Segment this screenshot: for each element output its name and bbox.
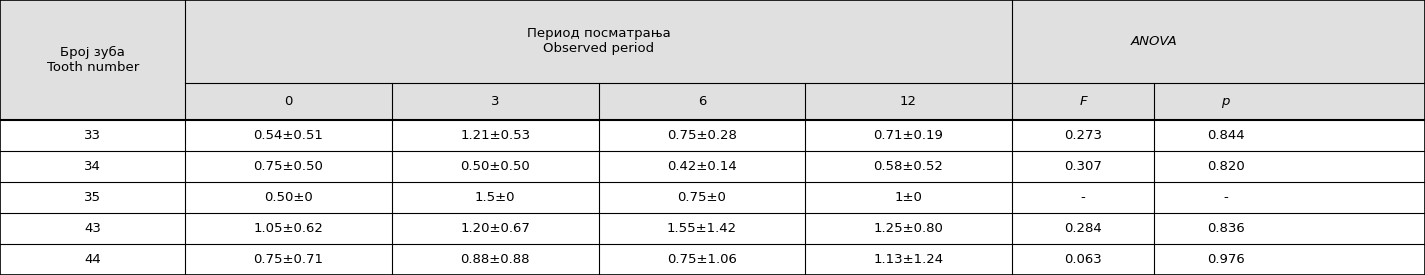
Text: 0.42±0.14: 0.42±0.14	[667, 160, 737, 173]
Text: 0.71±0.19: 0.71±0.19	[874, 129, 943, 142]
Text: 0.820: 0.820	[1207, 160, 1244, 173]
Bar	[0, 82, 1425, 120]
Text: 0.75±0.28: 0.75±0.28	[667, 129, 737, 142]
Text: 0.063: 0.063	[1064, 253, 1102, 266]
Text: 44: 44	[84, 253, 101, 266]
Text: 0.976: 0.976	[1207, 253, 1244, 266]
Text: 0.284: 0.284	[1064, 222, 1102, 235]
Text: 1.25±0.80: 1.25±0.80	[874, 222, 943, 235]
Text: 1±0: 1±0	[895, 191, 922, 204]
Text: 34: 34	[84, 160, 101, 173]
Text: Период посматрања
Observed period: Период посматрања Observed period	[527, 27, 670, 55]
Text: F: F	[1079, 95, 1087, 108]
Text: 1.20±0.67: 1.20±0.67	[460, 222, 530, 235]
Text: 33: 33	[84, 129, 101, 142]
Text: 0.307: 0.307	[1064, 160, 1102, 173]
Text: 0.273: 0.273	[1064, 129, 1102, 142]
Bar	[0, 213, 1425, 244]
Bar	[0, 244, 1425, 275]
Bar	[0, 182, 1425, 213]
Text: 0: 0	[285, 95, 292, 108]
Text: 0.75±0.50: 0.75±0.50	[254, 160, 323, 173]
Text: -: -	[1080, 191, 1086, 204]
Text: 12: 12	[901, 95, 916, 108]
Text: 1.5±0: 1.5±0	[475, 191, 516, 204]
Text: 0.50±0: 0.50±0	[264, 191, 314, 204]
Text: ANOVA: ANOVA	[1131, 35, 1177, 48]
Text: 0.75±0: 0.75±0	[677, 191, 727, 204]
Text: 1.55±1.42: 1.55±1.42	[667, 222, 737, 235]
Text: 0.75±0.71: 0.75±0.71	[254, 253, 323, 266]
Text: 6: 6	[698, 95, 705, 108]
Text: 0.50±0.50: 0.50±0.50	[460, 160, 530, 173]
Text: 0.836: 0.836	[1207, 222, 1244, 235]
Text: p: p	[1221, 95, 1230, 108]
Bar	[0, 151, 1425, 182]
Text: 35: 35	[84, 191, 101, 204]
Bar	[0, 0, 1425, 82]
Text: 0.58±0.52: 0.58±0.52	[874, 160, 943, 173]
Text: Број зуба
Tooth number: Број зуба Tooth number	[47, 46, 138, 74]
Text: 3: 3	[492, 95, 499, 108]
Text: 43: 43	[84, 222, 101, 235]
Text: 1.13±1.24: 1.13±1.24	[874, 253, 943, 266]
Text: 1.21±0.53: 1.21±0.53	[460, 129, 530, 142]
Text: -: -	[1223, 191, 1228, 204]
Text: 0.75±1.06: 0.75±1.06	[667, 253, 737, 266]
Text: 0.844: 0.844	[1207, 129, 1244, 142]
Text: 0.88±0.88: 0.88±0.88	[460, 253, 530, 266]
Bar	[0, 120, 1425, 151]
Text: 0.54±0.51: 0.54±0.51	[254, 129, 323, 142]
Text: 1.05±0.62: 1.05±0.62	[254, 222, 323, 235]
